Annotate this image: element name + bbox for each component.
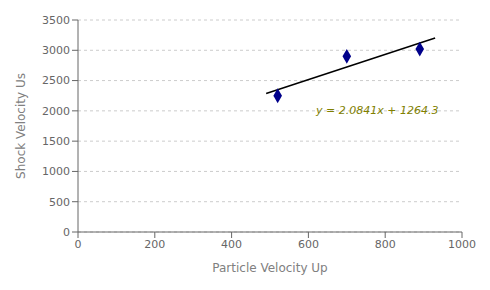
svg-text:2000: 2000 (42, 105, 70, 118)
svg-text:2500: 2500 (42, 74, 70, 87)
svg-text:1000: 1000 (448, 238, 476, 251)
svg-text:1000: 1000 (42, 165, 70, 178)
svg-text:1500: 1500 (42, 135, 70, 148)
svg-text:0: 0 (75, 238, 82, 251)
svg-text:Shock Velocity Us: Shock Velocity Us (14, 73, 28, 179)
svg-text:500: 500 (49, 196, 70, 209)
svg-text:y = 2.0841x + 1264.3: y = 2.0841x + 1264.3 (315, 104, 438, 117)
svg-text:800: 800 (375, 238, 396, 251)
svg-text:400: 400 (221, 238, 242, 251)
svg-text:200: 200 (144, 238, 165, 251)
svg-text:3000: 3000 (42, 44, 70, 57)
svg-text:3500: 3500 (42, 14, 70, 27)
svg-text:Particle Velocity Up: Particle Velocity Up (212, 261, 327, 275)
svg-text:0: 0 (63, 226, 70, 239)
svg-text:600: 600 (298, 238, 319, 251)
